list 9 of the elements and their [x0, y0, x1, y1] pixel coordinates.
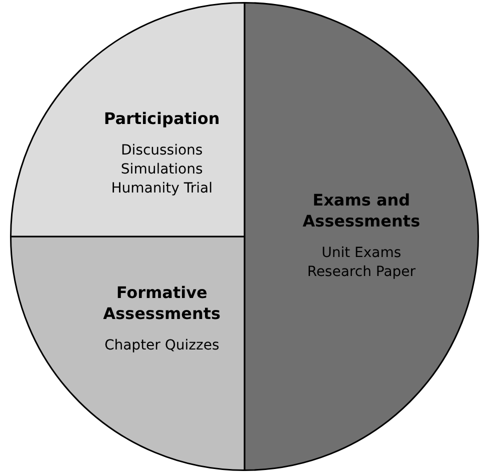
text: Chapter Quizzes — [104, 337, 220, 354]
text: Research Paper — [307, 264, 416, 280]
text: Simulations — [120, 162, 203, 178]
text: Discussions — [120, 142, 203, 158]
text: Unit Exams — [322, 245, 402, 262]
slice-label: Participation — [104, 109, 220, 128]
text: Humanity Trial — [111, 180, 212, 196]
slice-label: Exams and Assessments — [302, 190, 420, 231]
slice-label: Formative Assessments — [103, 282, 221, 323]
